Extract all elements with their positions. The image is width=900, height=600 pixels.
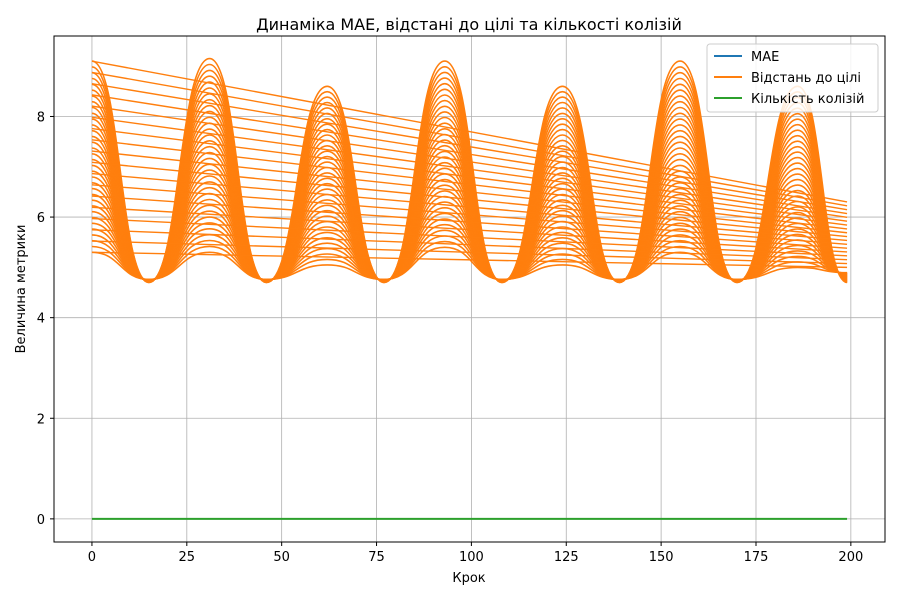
plot-frame [53, 35, 886, 543]
y-axis-label: Величина метрики [14, 225, 29, 354]
legend-label-distance: Відстань до цілі [751, 71, 861, 86]
y-tick-label: 6 [37, 211, 45, 226]
distance-line [91, 206, 848, 253]
distance-line [91, 161, 848, 238]
y-tick-label: 0 [37, 513, 45, 528]
legend-label-collisions: Кількість колізій [751, 92, 865, 107]
distance-line [91, 105, 848, 219]
axis-ticks: 0 25 50 75 100 125 150 175 200 0 2 4 6 8 [37, 110, 864, 565]
x-tick-label: 150 [649, 550, 674, 565]
y-tick-label: 2 [37, 412, 45, 427]
distance-line [91, 172, 848, 242]
distance-line [91, 150, 848, 234]
x-tick-label: 25 [179, 550, 196, 565]
x-tick-label: 75 [368, 550, 385, 565]
x-tick-label: 50 [273, 550, 290, 565]
distance-line [91, 71, 848, 207]
distance-line [91, 60, 848, 203]
x-tick-label: 0 [88, 550, 96, 565]
x-tick-label: 100 [459, 550, 484, 565]
legend: MAE Відстань до цілі Кількість колізій [706, 43, 879, 113]
distance-line [91, 195, 848, 249]
y-tick-label: 8 [37, 110, 45, 125]
distance-line [91, 217, 848, 257]
chart-title: Динаміка MAE, відстані до цілі та кілько… [256, 15, 682, 34]
x-tick-label: 200 [838, 550, 863, 565]
distance-line [91, 184, 848, 245]
x-tick-label: 175 [744, 550, 769, 565]
distance-line [91, 82, 848, 211]
distance-line [91, 127, 848, 226]
distance-line [91, 139, 848, 230]
legend-box [706, 43, 879, 113]
x-axis-label: Крок [452, 571, 485, 586]
y-tick-label: 4 [37, 312, 45, 327]
distance-line [91, 240, 848, 265]
distance-line [91, 251, 848, 269]
distance-line [91, 94, 848, 215]
x-tick-label: 125 [554, 550, 579, 565]
legend-label-mae: MAE [751, 50, 779, 65]
distance-line [91, 116, 848, 222]
plot-series [91, 57, 848, 520]
distance-line [91, 229, 848, 261]
